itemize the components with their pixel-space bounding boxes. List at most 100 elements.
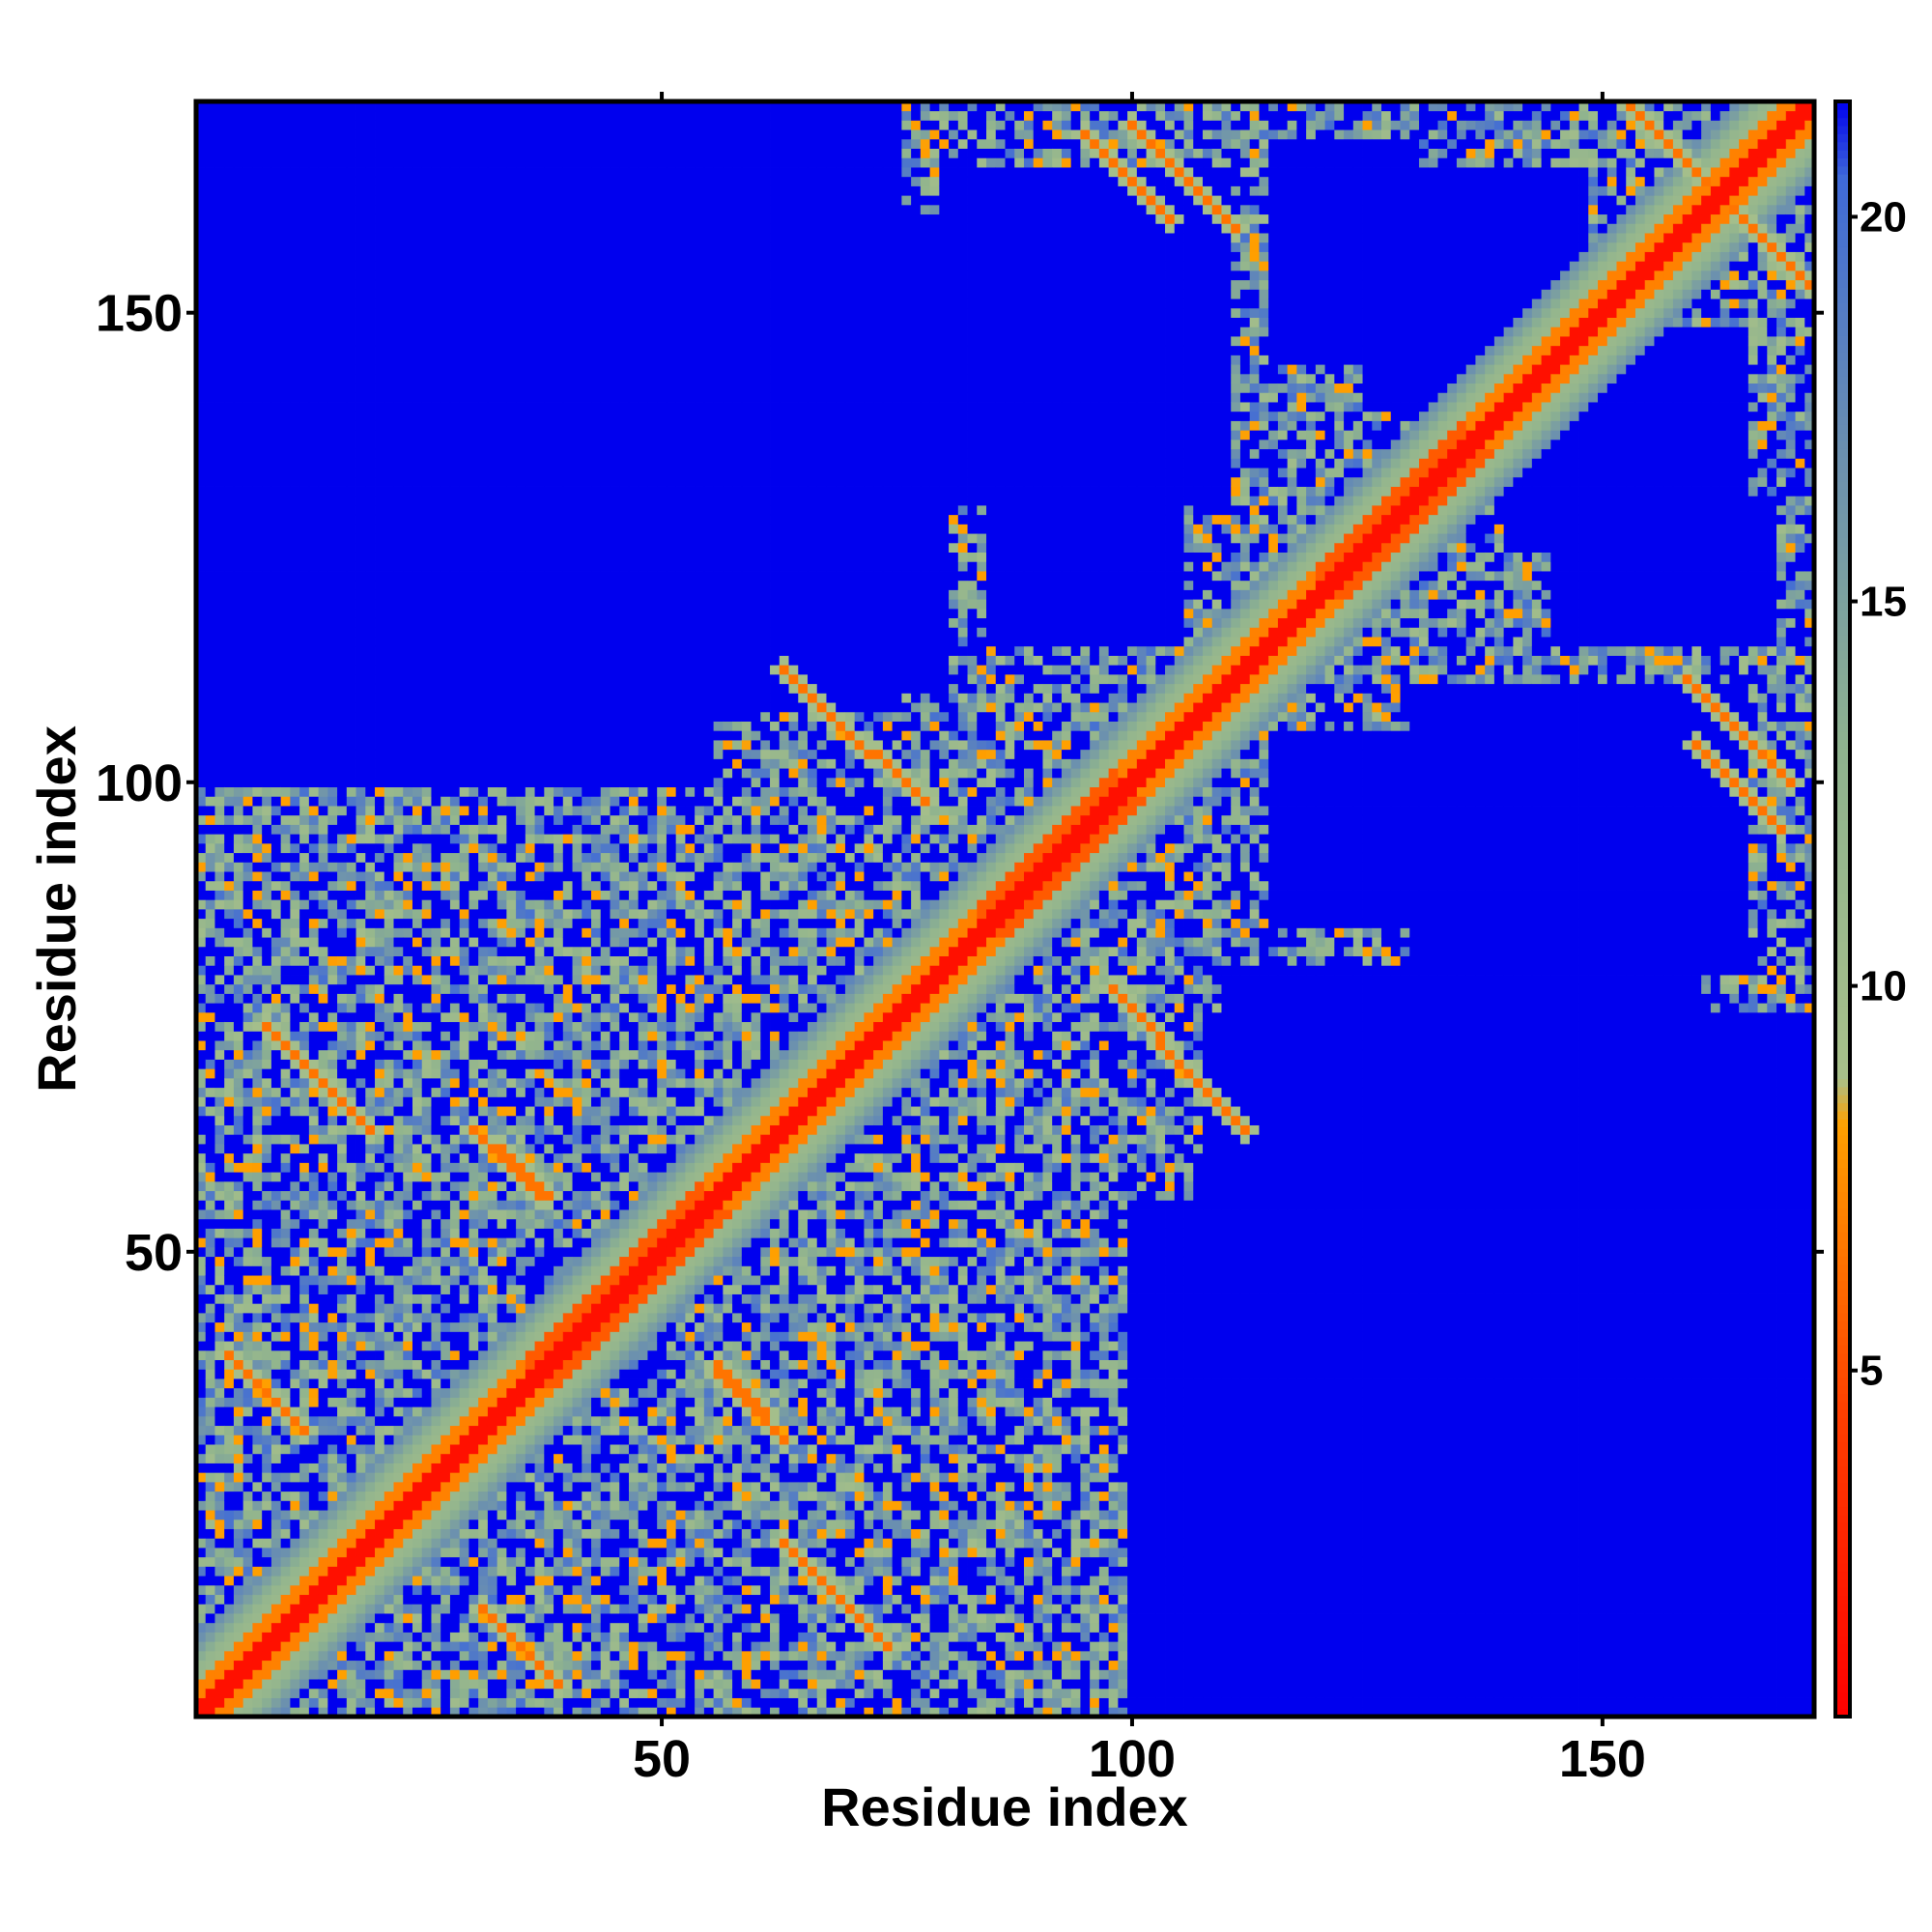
heatmap-cell <box>290 364 299 374</box>
heatmap-cell <box>319 1265 328 1275</box>
heatmap-cell <box>403 1566 412 1576</box>
heatmap-cell <box>309 487 319 497</box>
heatmap-cell <box>299 1162 309 1172</box>
heatmap-cell <box>440 947 450 956</box>
heatmap-cell <box>440 1134 450 1144</box>
heatmap-cell <box>262 1012 271 1022</box>
heatmap-cell <box>327 449 337 459</box>
heatmap-cell <box>365 308 375 318</box>
heatmap-cell <box>384 1125 394 1135</box>
heatmap-cell <box>281 599 291 609</box>
heatmap-cell <box>375 1088 384 1097</box>
heatmap-cell <box>375 712 384 722</box>
heatmap-cell <box>403 364 412 374</box>
heatmap-cell <box>214 1529 224 1539</box>
heatmap-cell <box>356 1237 366 1247</box>
heatmap-cell <box>299 1435 309 1444</box>
heatmap-cell <box>356 899 366 909</box>
heatmap-cell <box>384 1641 394 1651</box>
heatmap-cell <box>234 205 243 214</box>
heatmap-cell <box>262 1237 271 1247</box>
heatmap-cell <box>214 1426 224 1435</box>
heatmap-cell <box>281 364 291 374</box>
heatmap-cell <box>403 1040 412 1050</box>
heatmap-cell <box>252 1529 262 1539</box>
heatmap-cell <box>319 1181 328 1191</box>
heatmap-cell <box>337 589 347 599</box>
heatmap-cell <box>365 674 375 684</box>
heatmap-cell <box>384 834 394 843</box>
heatmap-cell <box>271 796 281 806</box>
heatmap-cell <box>214 1679 224 1689</box>
heatmap-cell <box>347 1191 356 1201</box>
heatmap-cell <box>252 524 262 533</box>
heatmap-cell <box>243 1078 253 1088</box>
heatmap-cell <box>347 167 356 177</box>
heatmap-cell <box>281 384 291 393</box>
heatmap-cell <box>206 496 215 505</box>
heatmap-cell <box>347 280 356 290</box>
heatmap-cell <box>234 392 243 402</box>
heatmap-cell <box>384 392 394 402</box>
heatmap-cell <box>214 627 224 637</box>
heatmap-cell <box>224 242 234 252</box>
heatmap-cell <box>375 768 384 778</box>
heatmap-cell <box>356 684 366 694</box>
heatmap-cell <box>299 1595 309 1605</box>
heatmap-cell <box>327 1641 337 1651</box>
heatmap-cell <box>440 392 450 402</box>
heatmap-cell <box>271 1604 281 1613</box>
heatmap-cell <box>337 834 347 843</box>
heatmap-cell <box>206 430 215 440</box>
heatmap-cell <box>206 796 215 806</box>
heatmap-cell <box>271 1388 281 1398</box>
heatmap-cell <box>319 919 328 928</box>
heatmap-cell <box>281 1388 291 1398</box>
heatmap-cell <box>365 1641 375 1651</box>
heatmap-cell <box>262 581 271 590</box>
heatmap-cell <box>224 487 234 497</box>
heatmap-cell <box>365 1031 375 1040</box>
heatmap-cell <box>327 589 337 599</box>
heatmap-cell <box>281 1623 291 1633</box>
heatmap-cell <box>290 1566 299 1576</box>
heatmap-cell <box>290 712 299 722</box>
heatmap-cell <box>337 656 347 666</box>
heatmap-cell <box>281 881 291 891</box>
heatmap-cell <box>243 167 253 177</box>
heatmap-cell <box>262 468 271 477</box>
heatmap-cell <box>252 571 262 581</box>
heatmap-cell <box>356 1078 366 1088</box>
heatmap-cell <box>224 1435 234 1444</box>
heatmap-cell <box>375 270 384 280</box>
heatmap-cell <box>262 975 271 984</box>
heatmap-cell <box>375 1633 384 1642</box>
heatmap-cell <box>262 571 271 581</box>
heatmap-cell <box>403 843 412 853</box>
heatmap-cell <box>347 919 356 928</box>
heatmap-cell <box>262 1229 271 1238</box>
heatmap-cell <box>243 796 253 806</box>
heatmap-cell <box>290 1134 299 1144</box>
heatmap-cell <box>319 1162 328 1172</box>
heatmap-cell <box>431 843 440 853</box>
heatmap-cell <box>337 392 347 402</box>
heatmap-cell <box>224 1078 234 1088</box>
heatmap-cell <box>440 515 450 525</box>
heatmap-cell <box>337 853 347 863</box>
heatmap-cell <box>271 1444 281 1454</box>
heatmap-cell <box>440 768 450 778</box>
heatmap-cell <box>356 787 366 797</box>
heatmap-cell <box>234 1500 243 1510</box>
heatmap-cell <box>262 778 271 787</box>
heatmap-cell <box>431 581 440 590</box>
heatmap-cell <box>243 1463 253 1473</box>
heatmap-cell <box>234 975 243 984</box>
heatmap-cell <box>319 787 328 797</box>
heatmap-cell <box>394 1482 404 1492</box>
heatmap-cell <box>394 1088 404 1097</box>
heatmap-cell <box>337 740 347 750</box>
heatmap-cell <box>319 468 328 477</box>
heatmap-cell <box>356 1219 366 1229</box>
heatmap-cell <box>281 1050 291 1060</box>
